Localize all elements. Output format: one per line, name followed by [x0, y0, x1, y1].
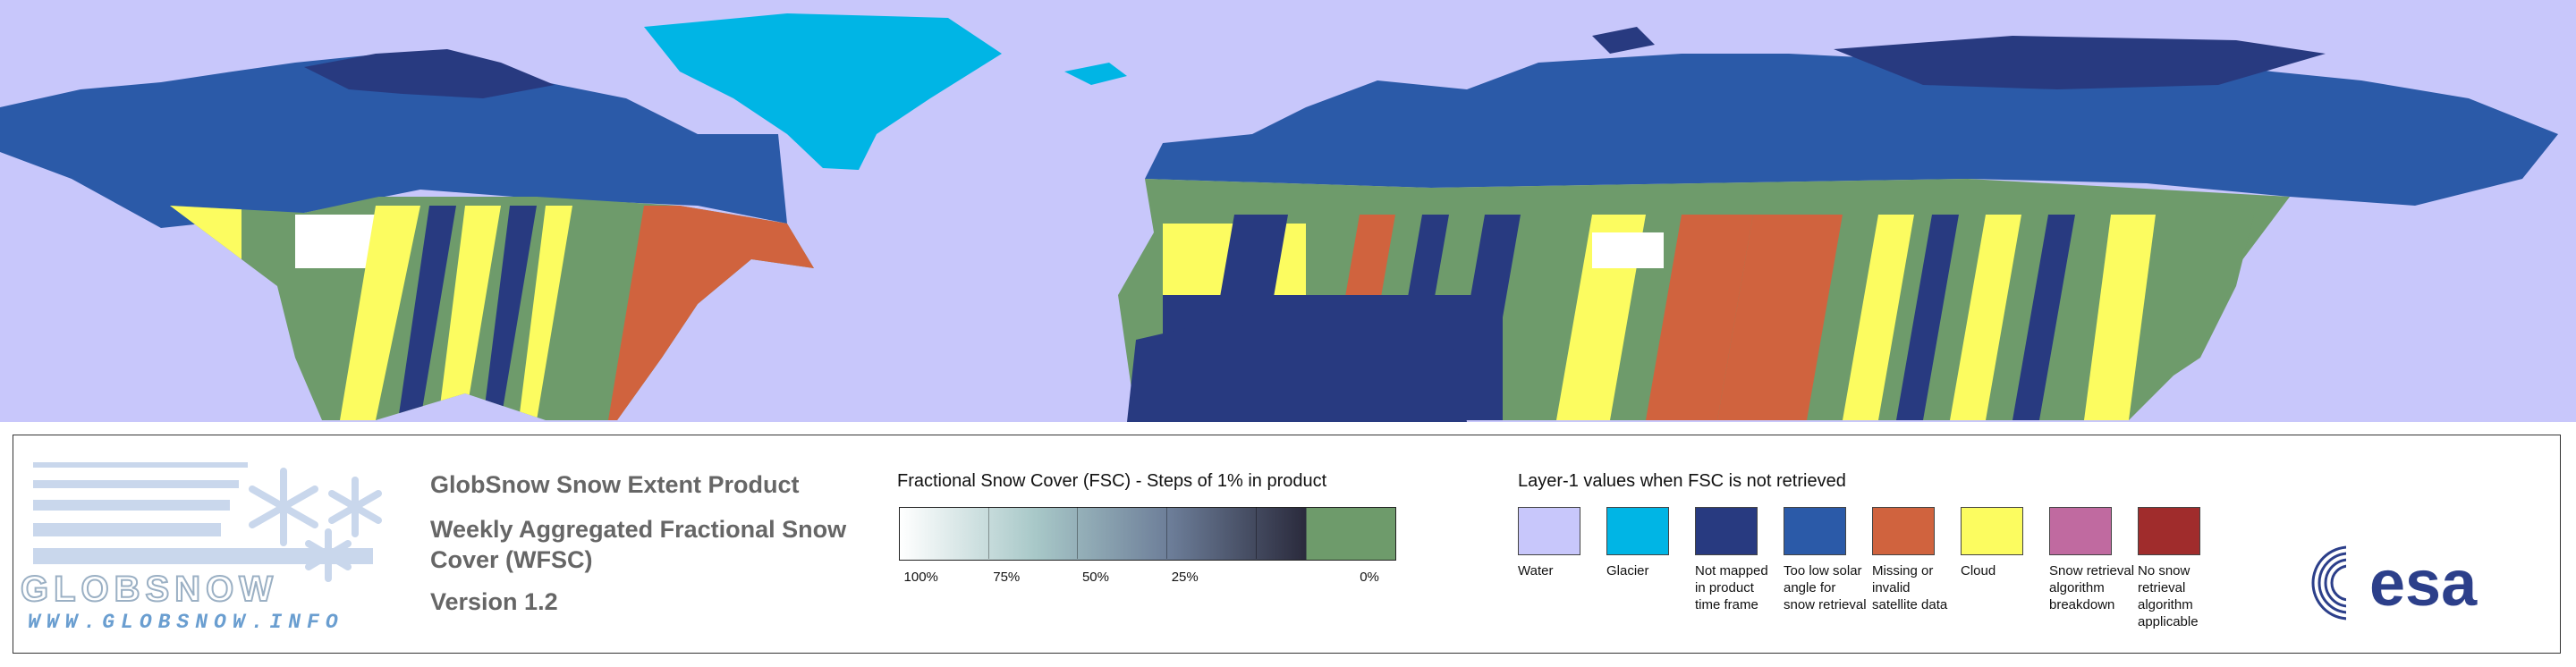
- category-label: Too low solar angle for snow retrieval: [1784, 563, 1867, 612]
- siberia-not-mapped: [1834, 36, 2326, 89]
- fsc-tick: [987, 507, 989, 559]
- fsc-label: 50%: [1081, 570, 1109, 585]
- globsnow-wordmark: GLOBSNOW: [20, 569, 278, 610]
- product-version: Version 1.2: [430, 588, 558, 615]
- fsc-tick: [1166, 507, 1168, 559]
- category-swatch: [1606, 507, 1669, 555]
- arctic-islands: [304, 49, 555, 98]
- category-swatch: [2049, 507, 2112, 555]
- fsc-label: 0%: [1360, 570, 1379, 585]
- greenland: [644, 13, 1002, 170]
- product-subtitle: Weekly Aggregated Fractional Snow Cover …: [430, 516, 847, 573]
- north-africa: [1127, 313, 1467, 422]
- svalbard: [1592, 27, 1655, 54]
- japan: [2174, 215, 2254, 376]
- fsc-label: 25%: [1171, 570, 1199, 585]
- category-label: Missing or invalid satellite data: [1872, 563, 1948, 612]
- esa-wordmark: esa: [2369, 548, 2478, 620]
- category-label: Water: [1518, 563, 1554, 578]
- category-swatch: [1872, 507, 1935, 555]
- category-label: Cloud: [1961, 563, 1996, 578]
- category-swatch: [1784, 507, 1846, 555]
- fsc-label: 75%: [993, 570, 1021, 585]
- globsnow-logo: [33, 462, 382, 582]
- category-label: No snow retrieval algorithm applicable: [2138, 563, 2199, 629]
- globsnow-url: WWW.GLOBSNOW.INFO: [28, 611, 344, 634]
- fsc-tick: [1077, 507, 1079, 559]
- legend-panel: GLOBSNOW WWW.GLOBSNOW.INFO GlobSnow Snow…: [13, 435, 2561, 654]
- fsc-label: 100%: [903, 570, 938, 585]
- category-swatch: [2138, 507, 2200, 555]
- eurasia-north: [1145, 54, 2558, 206]
- category-swatch: [1518, 507, 1580, 555]
- category-swatch: [1961, 507, 2023, 555]
- fsc-legend-title: Fractional Snow Cover (FSC) - Steps of 1…: [897, 471, 1327, 491]
- category-label: Snow retrieval algorithm breakdown: [2049, 563, 2135, 612]
- fsc-tick: [1255, 507, 1257, 559]
- esa-logo: esa: [2311, 543, 2478, 623]
- snow-cover-map: [0, 0, 2576, 422]
- category-label: Glacier: [1606, 563, 1649, 578]
- fsc-gradient-bar: [899, 507, 1396, 561]
- iceland: [1064, 63, 1127, 85]
- layer1-legend-title: Layer-1 values when FSC is not retrieved: [1518, 471, 1846, 491]
- category-swatch: [1695, 507, 1758, 555]
- category-label: Not mapped in product time frame: [1695, 563, 1768, 612]
- product-title: GlobSnow Snow Extent Product: [430, 471, 800, 498]
- north-america-north: [0, 54, 787, 228]
